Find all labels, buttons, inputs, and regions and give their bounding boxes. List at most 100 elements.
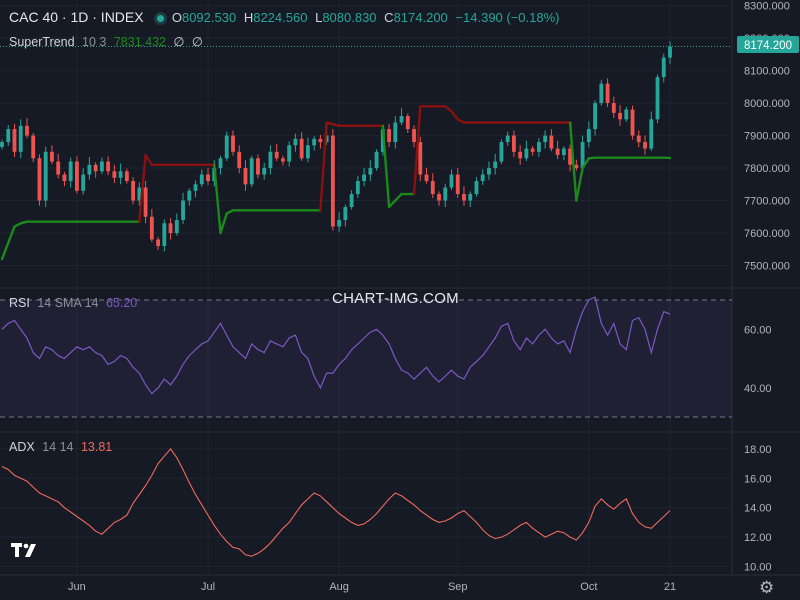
- candle: [462, 186, 466, 206]
- candle: [287, 141, 292, 167]
- adx-tick-label: 14.00: [744, 503, 772, 515]
- candle: [256, 154, 260, 179]
- candle: [18, 119, 23, 159]
- adx-header[interactable]: ADX 14 14 13.81: [9, 440, 116, 454]
- candle: [530, 145, 535, 156]
- candle: [493, 153, 498, 175]
- candle: [630, 105, 635, 140]
- candle: [299, 132, 304, 161]
- candle: [81, 168, 86, 195]
- candle: [218, 155, 223, 175]
- candle: [156, 236, 160, 250]
- candle: [443, 183, 448, 208]
- candle: [586, 121, 591, 148]
- candle: [618, 105, 622, 126]
- candle: [181, 192, 185, 224]
- candle: [87, 157, 92, 180]
- rsi-name: RSI: [9, 296, 30, 310]
- gear-icon[interactable]: ⚙: [759, 578, 775, 597]
- price-tick-label: 7900.000: [744, 131, 790, 143]
- high-label: H: [243, 10, 254, 25]
- candle: [574, 159, 579, 171]
- candle: [355, 175, 360, 198]
- candle: [12, 123, 17, 158]
- adx-value: 13.81: [80, 440, 113, 454]
- candle: [405, 113, 410, 133]
- candle: [149, 208, 154, 243]
- candle: [418, 136, 423, 182]
- price-tick-label: 7800.000: [744, 163, 790, 175]
- candle: [349, 190, 354, 210]
- candle: [50, 145, 54, 165]
- supertrend-segment: [568, 121, 578, 202]
- change-value: −14.390 (−0.18%): [455, 10, 560, 25]
- candle: [505, 131, 510, 146]
- tradingview-logo-icon[interactable]: [11, 541, 37, 559]
- candle: [362, 168, 367, 187]
- candle: [543, 130, 548, 149]
- low-value: 8080.830: [322, 10, 377, 25]
- candle: [187, 188, 192, 206]
- candle: [561, 145, 566, 161]
- candle: [424, 168, 429, 184]
- candle: [262, 162, 267, 180]
- candle: [474, 177, 479, 197]
- close-value: 8174.200: [393, 10, 448, 25]
- x-tick-label: 21: [664, 581, 676, 593]
- supertrend-segment: [144, 153, 154, 167]
- candle: [168, 218, 173, 240]
- candle: [93, 162, 98, 178]
- candle: [611, 96, 616, 119]
- adx-line: [1, 448, 671, 557]
- current-price-tag: 8174.200: [737, 36, 799, 53]
- adx-tick-label: 18.00: [744, 444, 772, 456]
- price-tick-label: 8000.000: [744, 98, 790, 110]
- candle: [524, 140, 529, 161]
- supertrend-segment: [387, 199, 397, 209]
- x-tick-label: Sep: [448, 581, 468, 593]
- candle: [162, 219, 167, 252]
- candles: [0, 41, 672, 252]
- candle: [193, 180, 198, 198]
- supertrend-segment: [219, 212, 228, 235]
- candle: [399, 108, 404, 126]
- supertrend-header[interactable]: SuperTrend 10 3 7831.432 ∅ ∅: [9, 34, 207, 49]
- candle: [199, 169, 204, 187]
- adx-tick-label: 16.00: [744, 473, 772, 485]
- rsi-tick-label: 60.00: [744, 324, 772, 336]
- supertrend-segment: [7, 225, 16, 244]
- candle: [605, 78, 610, 107]
- candle: [593, 100, 598, 136]
- candle: [243, 160, 248, 191]
- candle: [293, 133, 298, 152]
- candle: [343, 204, 348, 227]
- candle: [312, 136, 317, 151]
- supertrend-segment: [319, 121, 328, 212]
- adx-params: 14 14: [42, 440, 74, 454]
- rsi-line: [1, 296, 671, 395]
- candle: [224, 131, 229, 161]
- candle: [624, 106, 629, 122]
- candle: [393, 116, 398, 149]
- candle: [387, 123, 391, 148]
- rsi-tick-label: 40.00: [744, 383, 772, 395]
- rsi-header[interactable]: RSI 14 SMA 14 65.20: [9, 296, 141, 310]
- close-label: C: [384, 10, 394, 25]
- adx-tick-label: 12.00: [744, 532, 772, 544]
- x-tick-label: Aug: [329, 581, 349, 593]
- candle: [518, 145, 523, 165]
- supertrend-segment: [581, 157, 591, 170]
- candle: [6, 125, 11, 146]
- candle: [330, 129, 335, 231]
- price-tick-label: 8300.000: [744, 1, 790, 13]
- candle: [549, 129, 554, 152]
- candle: [43, 146, 48, 208]
- candle: [374, 149, 379, 171]
- candle: [206, 168, 210, 185]
- candle: [412, 125, 416, 148]
- symbol-title[interactable]: CAC 40 · 1D · INDEX: [9, 9, 144, 25]
- candle: [512, 130, 516, 158]
- candle: [56, 153, 61, 179]
- candle: [568, 144, 573, 172]
- candle: [274, 144, 279, 161]
